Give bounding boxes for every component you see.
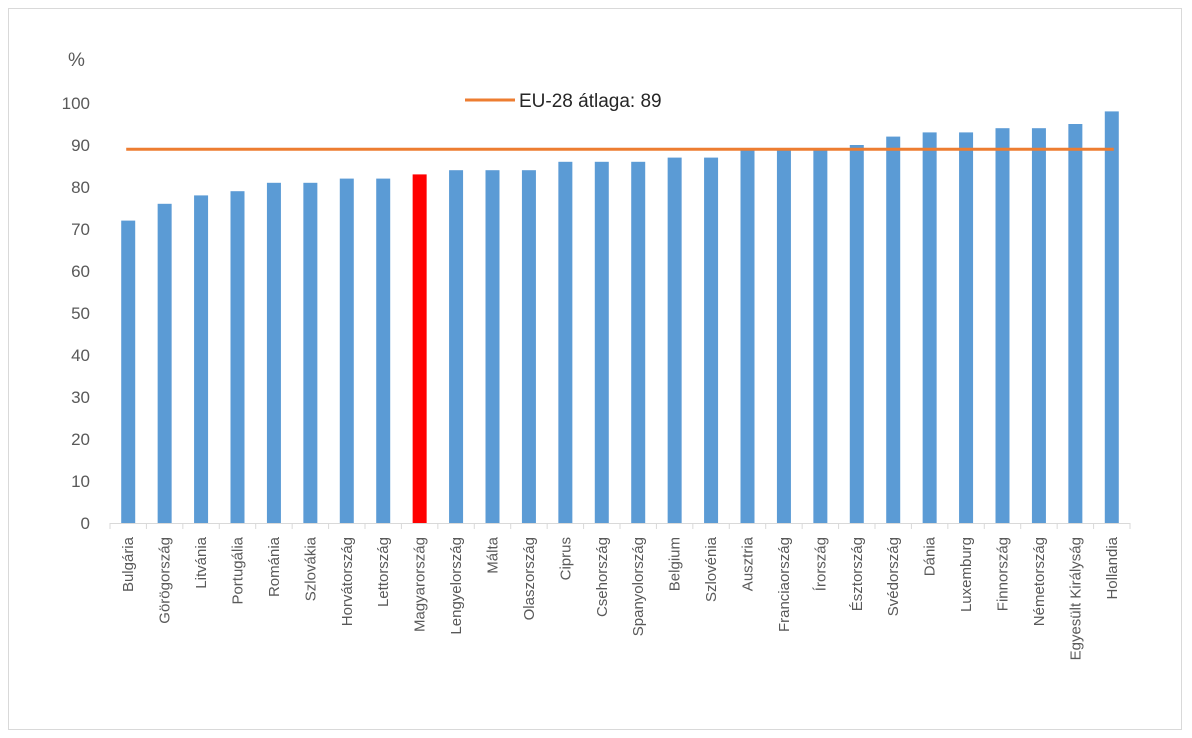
bar	[449, 170, 464, 523]
bar	[922, 132, 937, 523]
y-tick-label: 20	[71, 430, 90, 449]
x-tick-label: Dánia	[922, 536, 939, 576]
bar	[303, 182, 318, 524]
y-tick-label: 10	[71, 472, 90, 491]
y-tick-label: 100	[62, 94, 90, 113]
bar	[704, 157, 719, 523]
legend-label: EU-28 átlaga: 89	[519, 91, 662, 112]
x-tick-label: Csehország	[594, 537, 611, 617]
y-tick-label: 50	[71, 304, 90, 323]
bar	[412, 174, 427, 523]
x-axis-ticks	[109, 523, 1131, 529]
bar	[1031, 128, 1046, 523]
x-tick-label: Olaszország	[521, 537, 538, 620]
x-tick-label: Málta	[485, 536, 502, 573]
bar	[157, 203, 172, 524]
bar	[813, 149, 828, 523]
x-tick-label: Spanyolország	[630, 537, 647, 636]
bar	[594, 161, 609, 524]
x-tick-label: Portugália	[230, 536, 247, 604]
x-tick-label: Litvánia	[193, 536, 210, 588]
bar	[849, 145, 864, 523]
x-tick-label: Románia	[266, 536, 283, 597]
x-tick-label: Hollandia	[1104, 536, 1121, 599]
y-tick-label: 90	[71, 136, 90, 155]
x-tick-label: Lettország	[375, 537, 392, 607]
bars	[121, 111, 1119, 524]
x-tick-label: Írország	[812, 537, 829, 591]
x-axis-labels: Bulgária Görögország Litvánia Portugália Rom…	[120, 536, 1121, 660]
bar	[485, 170, 500, 523]
y-unit-label: %	[68, 50, 85, 71]
x-tick-label: Szlovákia	[302, 536, 319, 601]
x-tick-label: Lengyelország	[448, 537, 465, 635]
x-tick-label: Egyesült Királyság	[1067, 537, 1084, 660]
bar	[740, 149, 755, 523]
bar	[376, 178, 391, 523]
x-tick-label: Magyarország	[412, 537, 429, 632]
y-tick-label: 60	[71, 262, 90, 281]
bar	[995, 128, 1010, 523]
y-tick-label: 70	[71, 220, 90, 239]
bar	[631, 161, 646, 524]
y-tick-label: 80	[71, 178, 90, 197]
bar	[339, 178, 354, 523]
bar	[667, 157, 682, 523]
bar	[266, 182, 281, 524]
y-tick-label: 0	[81, 514, 90, 533]
x-tick-label: Bulgária	[120, 536, 137, 592]
bar	[121, 220, 136, 523]
x-tick-label: Belgium	[667, 537, 684, 591]
x-tick-label: Franciaország	[776, 537, 793, 632]
bar	[1068, 124, 1083, 523]
x-tick-label: Svédország	[885, 537, 902, 616]
bar	[886, 136, 901, 523]
y-tick-label: 30	[71, 388, 90, 407]
bar	[521, 170, 536, 523]
bar	[230, 191, 245, 523]
x-tick-label: Szlovénia	[703, 536, 720, 602]
x-tick-label: Finnország	[995, 537, 1012, 611]
x-tick-label: Németország	[1031, 537, 1048, 626]
bar	[776, 149, 791, 523]
x-tick-label: Horvátország	[339, 537, 356, 626]
bar	[959, 132, 974, 523]
x-tick-label: Ciprus	[557, 537, 574, 580]
y-tick-label: 40	[71, 346, 90, 365]
x-tick-label: Luxemburg	[958, 537, 975, 612]
x-tick-label: Ausztria	[740, 536, 757, 591]
y-axis-ticks: 0 10 20 30 40 50 60 70 80 90 100	[62, 94, 90, 533]
x-tick-label: Észtország	[849, 537, 866, 611]
bar	[558, 161, 573, 524]
bar	[194, 195, 209, 523]
bar	[1104, 111, 1119, 524]
x-tick-label: Görögország	[157, 537, 174, 624]
